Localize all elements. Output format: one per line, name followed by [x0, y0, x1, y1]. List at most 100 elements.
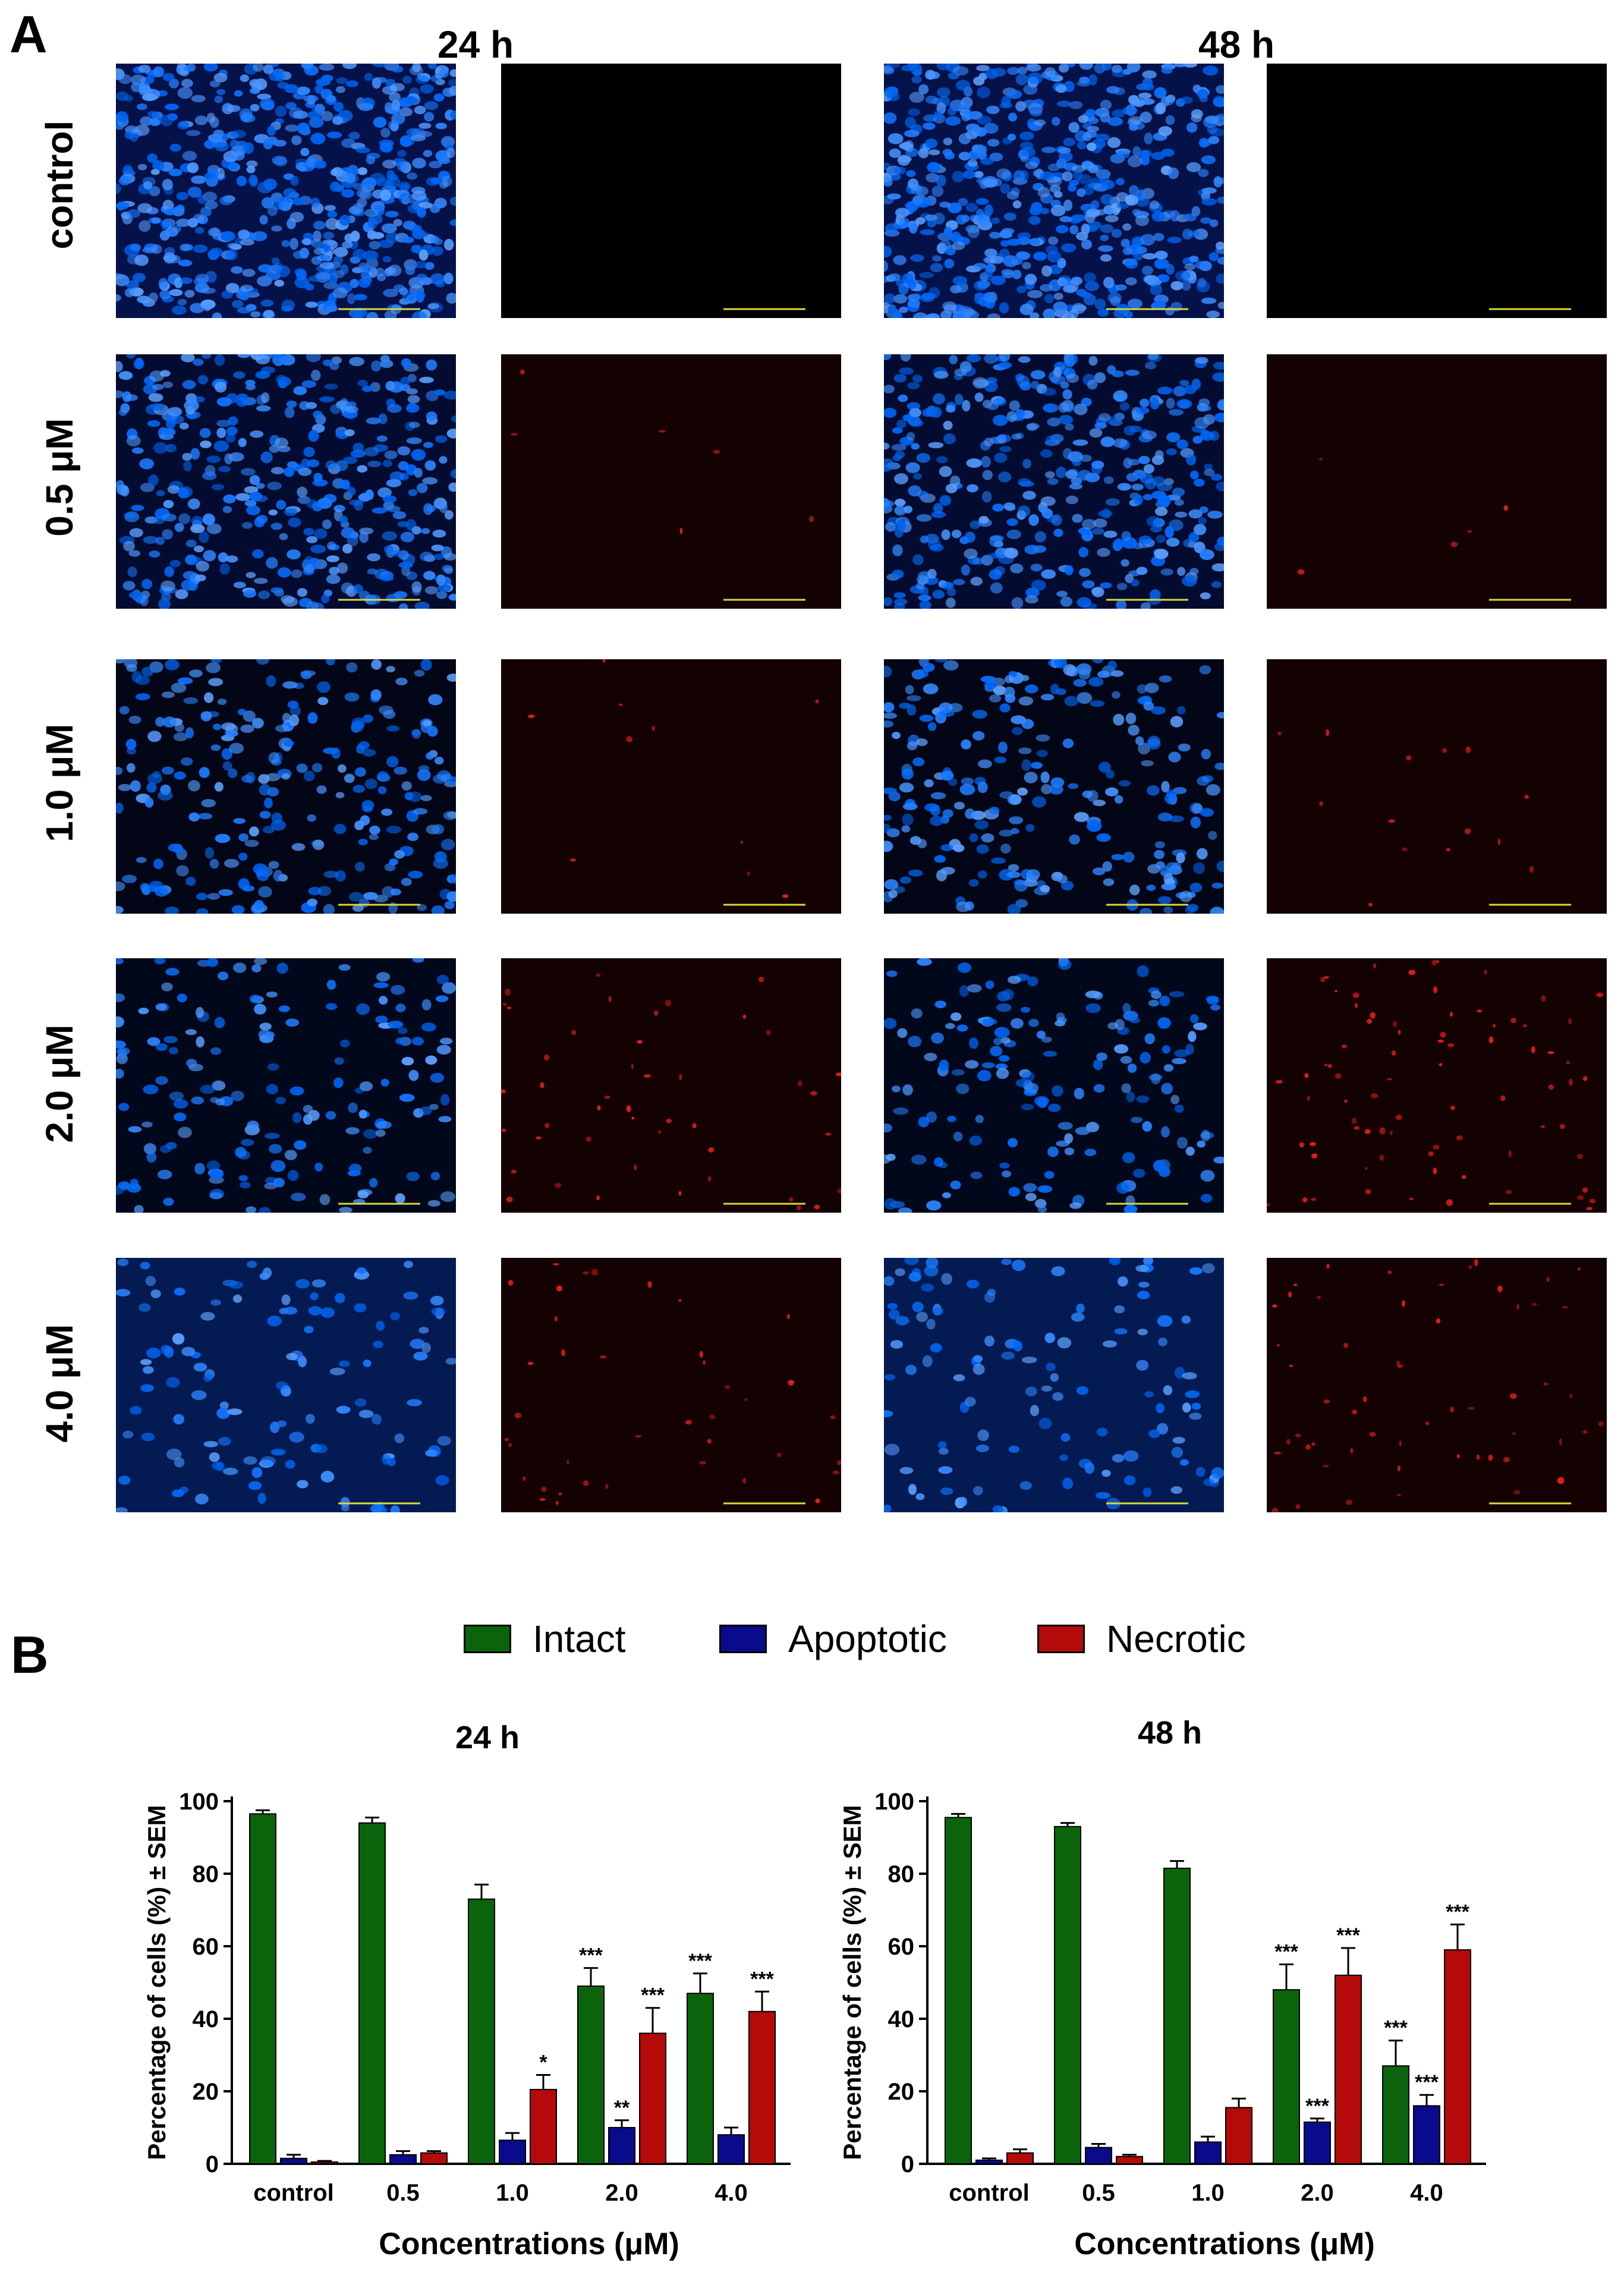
- x-tick-label: control: [253, 2180, 334, 2206]
- x-tick-label: 2.0: [605, 2180, 638, 2206]
- bar-intact: [687, 1993, 714, 2164]
- y-tick-label: 20: [193, 2079, 219, 2105]
- bar-necrotic: [530, 2088, 557, 2165]
- bar-apoptotic: [975, 2159, 1003, 2165]
- significance-label: ***: [1446, 1900, 1469, 1923]
- x-tick-label: 1.0: [496, 2180, 529, 2206]
- y-tick-label: 100: [179, 1789, 219, 1815]
- y-tick-label: 40: [193, 2006, 219, 2032]
- chart-title-48h: 48 h: [1137, 1715, 1203, 1751]
- micrograph-2-0-24h-red: [501, 958, 841, 1213]
- significance-label: ***: [688, 1950, 712, 1972]
- y-axis-label: Percentage of cells (%) ± SEM: [838, 1805, 866, 2160]
- x-axis-label: Concentrations (μM): [379, 2227, 679, 2261]
- micrograph-1-0-48h-red: [1267, 659, 1607, 914]
- bar-necrotic: [420, 2152, 448, 2165]
- bar-intact: [577, 1985, 605, 2164]
- micrograph-0-5-48h-blue: [884, 354, 1224, 609]
- micrograph-1-0-24h-red: [501, 659, 841, 914]
- x-tick-label: 1.0: [1191, 2180, 1225, 2206]
- micrograph-control-24h-blue: [116, 64, 456, 318]
- bar-apoptotic: [1194, 2141, 1222, 2165]
- y-axis-label: Percentage of cells (%) ± SEM: [143, 1805, 171, 2160]
- bar-apoptotic: [499, 2139, 526, 2164]
- significance-label: ***: [750, 1968, 774, 1990]
- legend-label-intact: Intact: [533, 1618, 626, 1660]
- significance-label: **: [614, 2097, 630, 2119]
- legend-swatch-intact: [464, 1625, 511, 1653]
- bar-intact: [1054, 1826, 1081, 2164]
- y-tick-label: 100: [874, 1789, 914, 1815]
- bar-apoptotic: [280, 2157, 307, 2164]
- legend-swatch-apoptotic: [719, 1625, 767, 1653]
- bar-intact: [358, 1822, 386, 2165]
- bar-apoptotic: [1304, 2121, 1331, 2164]
- row-label-2-0: 2.0 μM: [38, 1024, 81, 1143]
- row-label-control: control: [38, 120, 81, 250]
- y-tick-label: 80: [193, 1861, 219, 1887]
- bar-intact: [945, 1817, 972, 2164]
- y-tick-label: 0: [206, 2151, 219, 2177]
- bar-intact: [1382, 2065, 1409, 2164]
- micrograph-2-0-48h-blue: [884, 958, 1224, 1213]
- y-tick-label: 80: [888, 1861, 915, 1887]
- micrograph-control-24h-red: [501, 64, 841, 318]
- legend-intact: Intact: [464, 1617, 626, 1661]
- bar-necrotic: [639, 2032, 666, 2164]
- x-tick-label: 0.5: [1082, 2180, 1115, 2206]
- y-tick-label: 40: [888, 2006, 915, 2032]
- y-tick-label: 20: [888, 2079, 915, 2105]
- micrograph-4-0-48h-blue: [884, 1258, 1224, 1512]
- bar-apoptotic: [717, 2134, 745, 2165]
- bar-intact: [1273, 1989, 1300, 2164]
- legend-swatch-necrotic: [1037, 1625, 1085, 1653]
- y-tick-label: 60: [888, 1934, 915, 1960]
- bar-apoptotic: [1085, 2147, 1112, 2164]
- x-tick-label: 2.0: [1301, 2180, 1334, 2206]
- column-title-24h: 24 h: [437, 23, 514, 66]
- bar-necrotic: [1335, 1974, 1362, 2164]
- bar-necrotic: [1444, 1949, 1471, 2164]
- micrograph-0-5-24h-red: [501, 354, 841, 609]
- bar-necrotic: [748, 2010, 776, 2164]
- panel-b-letter: B: [11, 1625, 49, 1684]
- micrograph-1-0-48h-blue: [884, 659, 1224, 914]
- micrograph-2-0-24h-blue: [116, 958, 456, 1213]
- micrograph-1-0-24h-blue: [116, 659, 456, 914]
- bar-intact: [468, 1898, 495, 2164]
- bar-necrotic: [311, 2161, 338, 2165]
- significance-label: ***: [579, 1944, 603, 1967]
- significance-label: ***: [641, 1984, 665, 2007]
- x-tick-label: 0.5: [386, 2180, 420, 2206]
- micrograph-0-5-48h-red: [1267, 354, 1607, 609]
- significance-label: ***: [1305, 2095, 1329, 2117]
- bar-apoptotic: [389, 2154, 417, 2164]
- bar-intact: [1163, 1867, 1191, 2164]
- bar-intact: [249, 1813, 276, 2165]
- x-tick-label: control: [949, 2180, 1030, 2206]
- x-axis-label: Concentrations (μM): [1074, 2227, 1375, 2261]
- micrograph-4-0-24h-blue: [116, 1258, 456, 1512]
- x-tick-label: 4.0: [715, 2180, 748, 2206]
- significance-label: *: [539, 2051, 547, 2074]
- micrograph-0-5-24h-blue: [116, 354, 456, 609]
- bar-apoptotic: [1413, 2105, 1440, 2165]
- bar-apoptotic: [608, 2127, 635, 2164]
- micrograph-control-48h-blue: [884, 64, 1224, 318]
- legend-necrotic: Necrotic: [1037, 1617, 1246, 1661]
- significance-label: ***: [1274, 1941, 1298, 1963]
- bar-necrotic: [1225, 2107, 1252, 2165]
- y-tick-label: 60: [193, 1934, 219, 1960]
- chart-title-24h: 24 h: [455, 1720, 520, 1755]
- x-tick-label: 4.0: [1410, 2180, 1443, 2206]
- micrograph-4-0-48h-red: [1267, 1258, 1607, 1512]
- panel-a-letter: A: [10, 5, 48, 64]
- row-label-0-5: 0.5 μM: [38, 418, 81, 537]
- bar-necrotic: [1006, 2152, 1034, 2165]
- legend-label-necrotic: Necrotic: [1106, 1618, 1246, 1660]
- micrograph-4-0-24h-red: [501, 1258, 841, 1512]
- micrograph-control-48h-red: [1267, 64, 1607, 318]
- y-tick-label: 0: [901, 2151, 914, 2177]
- bar-chart-24h: 0 20 40 60 80 100 Percentage of cells (%) ± SE…: [143, 1789, 791, 2261]
- legend-label-apoptotic: Apoptotic: [788, 1618, 947, 1660]
